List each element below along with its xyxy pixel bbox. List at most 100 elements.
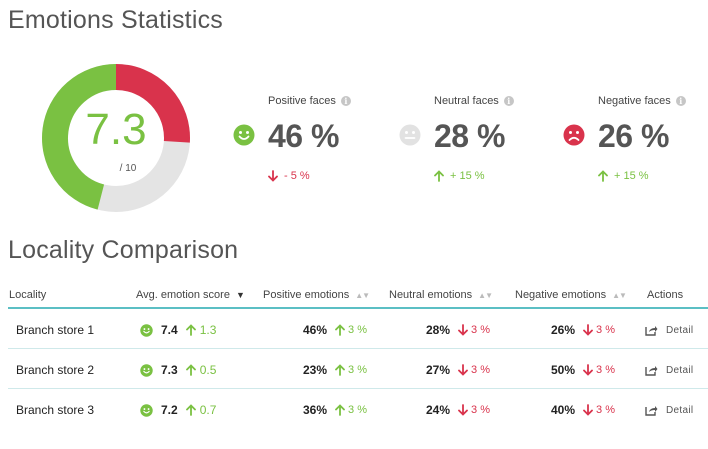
score-change: 0.5	[185, 363, 216, 377]
arrow-up-icon	[185, 364, 196, 376]
smile-face-icon	[140, 323, 153, 337]
detail-button[interactable]: Detail	[645, 322, 693, 338]
detail-button-label: Detail	[666, 404, 694, 416]
score-change-text: 1.3	[199, 323, 217, 337]
info-icon[interactable]: i	[340, 96, 351, 106]
negative-value: 26%	[551, 323, 576, 337]
column-header-locality: Locality	[9, 289, 47, 301]
positive-faces-label-text: Positive faces	[268, 95, 336, 107]
neutral-faces-label: Neutral faces i	[434, 95, 514, 107]
share-icon	[645, 326, 658, 336]
column-header-actions: Actions	[647, 289, 684, 301]
neutral-change-text: 3 %	[471, 364, 490, 376]
arrow-down-icon	[458, 404, 468, 416]
positive-cell: 46% 3 %	[303, 322, 367, 338]
score-cell: 7.2 0.7	[140, 402, 216, 418]
detail-button[interactable]: Detail	[645, 362, 693, 378]
negative-faces-label: Negative faces i	[598, 95, 686, 107]
negative-cell: 50% 3 %	[551, 362, 615, 378]
arrow-up-icon	[185, 404, 196, 416]
arrow-down-icon	[583, 364, 593, 376]
neutral-change-text: 3 %	[471, 404, 490, 416]
negative-faces-value: 26 %	[598, 118, 669, 154]
negative-value: 50%	[551, 363, 576, 377]
arrow-up-icon	[185, 324, 196, 336]
neutral-value: 24%	[426, 403, 451, 417]
negative-change: 3 %	[583, 364, 615, 376]
sort-icon[interactable]: ▲▼	[355, 290, 370, 300]
score-value: 7.3	[161, 363, 178, 377]
neutral-faces-value: 28 %	[434, 118, 505, 154]
emotion-score-value: 7.3	[85, 105, 147, 154]
neutral-change: 3 %	[458, 404, 490, 416]
arrow-down-icon	[458, 364, 468, 376]
arrow-down-icon	[458, 324, 468, 336]
positive-cell: 36% 3 %	[303, 402, 367, 418]
negative-change-text: 3 %	[596, 324, 615, 336]
info-icon[interactable]: i	[503, 96, 514, 106]
positive-change: 3 %	[335, 324, 367, 336]
info-icon[interactable]: i	[675, 96, 686, 106]
column-header-negative[interactable]: Negative emotions ▲▼	[515, 289, 627, 301]
arrow-down-icon	[583, 404, 593, 416]
neutral-face-icon	[399, 124, 421, 146]
neutral-change: 3 %	[458, 364, 490, 376]
arrow-up-icon	[598, 170, 608, 182]
score-change: 1.3	[185, 323, 217, 337]
neutral-faces-change: + 15 %	[434, 170, 485, 182]
neutral-cell: 24% 3 %	[426, 402, 490, 418]
column-header-positive-text: Positive emotions	[263, 289, 350, 301]
column-header-neutral-text: Neutral emotions	[389, 289, 473, 301]
smile-face-icon	[140, 363, 153, 377]
table-header-divider	[8, 307, 708, 309]
neutral-change-text: 3 %	[471, 324, 490, 336]
share-icon	[645, 406, 658, 416]
negative-faces-change-text: + 15 %	[614, 170, 649, 182]
neutral-cell: 27% 3 %	[426, 362, 490, 378]
emotion-score-donut	[42, 64, 190, 212]
positive-faces-change-text: - 5 %	[284, 170, 310, 182]
locality-comparison-title: Locality Comparison	[8, 236, 239, 264]
emotion-score-denominator: / 10	[119, 163, 137, 174]
donut-segment-negative	[115, 64, 190, 143]
column-header-negative-text: Negative emotions	[515, 289, 607, 301]
neutral-faces-label-text: Neutral faces	[434, 95, 499, 107]
positive-change: 3 %	[335, 404, 367, 416]
column-header-positive[interactable]: Positive emotions ▲▼	[263, 289, 370, 301]
column-header-avg-score-text: Avg. emotion score	[136, 289, 230, 301]
table-row-divider	[8, 348, 708, 349]
score-value: 7.2	[161, 403, 178, 417]
negative-change-text: 3 %	[596, 364, 615, 376]
column-header-avg-score[interactable]: Avg. emotion score ▼	[136, 289, 245, 301]
negative-change: 3 %	[583, 324, 615, 336]
locality-cell: Branch store 1	[16, 323, 95, 337]
locality-cell: Branch store 3	[16, 403, 95, 417]
score-change-text: 0.7	[199, 403, 217, 417]
negative-value: 40%	[551, 403, 576, 417]
positive-cell: 23% 3 %	[303, 362, 367, 378]
sort-icon[interactable]: ▲▼	[612, 290, 627, 300]
negative-faces-change: + 15 %	[598, 170, 649, 182]
neutral-cell: 28% 3 %	[426, 322, 490, 338]
negative-cell: 26% 3 %	[551, 322, 615, 338]
score-change: 0.7	[185, 403, 217, 417]
sort-desc-icon[interactable]: ▼	[235, 290, 245, 300]
arrow-up-icon	[335, 404, 345, 416]
column-header-neutral[interactable]: Neutral emotions ▲▼	[389, 289, 493, 301]
positive-change: 3 %	[335, 364, 367, 376]
score-value: 7.4	[161, 323, 178, 337]
sort-icon[interactable]: ▲▼	[478, 290, 493, 300]
negative-change-text: 3 %	[596, 404, 615, 416]
donut-segment-positive	[42, 64, 117, 210]
emotions-statistics-title: Emotions Statistics	[8, 6, 223, 34]
detail-button-label: Detail	[666, 364, 694, 376]
positive-value: 23%	[303, 363, 328, 377]
neutral-faces-change-text: + 15 %	[450, 170, 485, 182]
score-cell: 7.3 0.5	[140, 362, 216, 378]
positive-value: 46%	[303, 323, 328, 337]
smile-face-icon	[233, 124, 255, 146]
arrow-down-icon	[583, 324, 593, 336]
negative-change: 3 %	[583, 404, 615, 416]
detail-button[interactable]: Detail	[645, 402, 693, 418]
positive-faces-label: Positive faces i	[268, 95, 351, 107]
